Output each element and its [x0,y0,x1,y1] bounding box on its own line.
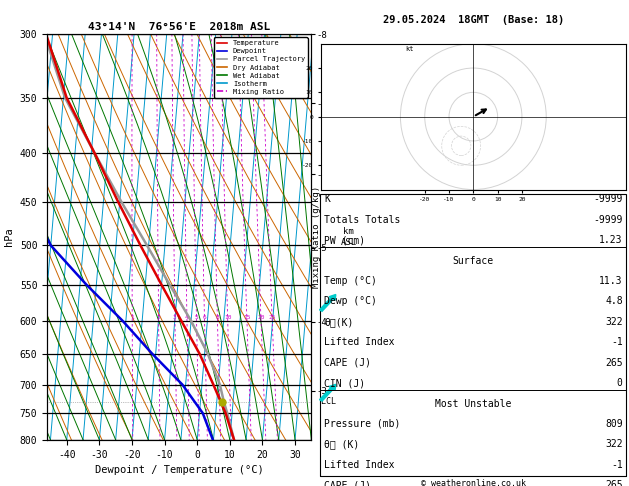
Text: 4: 4 [185,315,189,320]
Text: 20: 20 [257,315,265,320]
Text: 0: 0 [617,378,623,388]
Text: 15: 15 [243,315,250,320]
Text: Lifted Index: Lifted Index [324,337,394,347]
Text: CAPE (J): CAPE (J) [324,480,371,486]
Legend: Temperature, Dewpoint, Parcel Trajectory, Dry Adiabat, Wet Adiabat, Isotherm, Mi: Temperature, Dewpoint, Parcel Trajectory… [214,37,308,98]
Text: Mixing Ratio (g/kg): Mixing Ratio (g/kg) [311,186,321,288]
Text: 1.23: 1.23 [599,235,623,245]
Text: kt: kt [405,46,414,52]
Text: 6: 6 [203,315,206,320]
Text: CIN (J): CIN (J) [324,378,365,388]
X-axis label: Dewpoint / Temperature (°C): Dewpoint / Temperature (°C) [95,465,264,475]
Text: Most Unstable: Most Unstable [435,399,511,409]
Y-axis label: km
ASL: km ASL [340,227,357,246]
Text: 809: 809 [605,419,623,429]
Text: Temp (°C): Temp (°C) [324,276,377,286]
Text: Pressure (mb): Pressure (mb) [324,419,400,429]
Text: 3: 3 [173,315,177,320]
Text: -1: -1 [611,337,623,347]
Text: 8: 8 [216,315,220,320]
Text: 2: 2 [157,315,160,320]
Text: Totals Totals: Totals Totals [324,215,400,225]
Text: 1: 1 [130,315,134,320]
Text: Surface: Surface [453,256,494,266]
Text: -9999: -9999 [593,194,623,205]
Text: 10: 10 [224,315,231,320]
Text: 29.05.2024  18GMT  (Base: 18): 29.05.2024 18GMT (Base: 18) [382,15,564,25]
Text: Lifted Index: Lifted Index [324,460,394,470]
Title: 43°14'N  76°56'E  2018m ASL: 43°14'N 76°56'E 2018m ASL [88,22,270,32]
Text: -9999: -9999 [593,215,623,225]
Y-axis label: hPa: hPa [4,227,14,246]
Text: Dewp (°C): Dewp (°C) [324,296,377,307]
Text: 4.8: 4.8 [605,296,623,307]
Text: θᴄ(K): θᴄ(K) [324,317,353,327]
Text: -1: -1 [611,460,623,470]
Text: 25: 25 [269,315,276,320]
Text: CAPE (J): CAPE (J) [324,358,371,368]
Text: 265: 265 [605,480,623,486]
Text: LCL: LCL [311,398,337,406]
Text: 5: 5 [194,315,198,320]
Text: PW (cm): PW (cm) [324,235,365,245]
Text: © weatheronline.co.uk: © weatheronline.co.uk [421,479,526,486]
Text: K: K [324,194,330,205]
Text: θᴄ (K): θᴄ (K) [324,439,359,450]
Text: 322: 322 [605,317,623,327]
Text: 11.3: 11.3 [599,276,623,286]
Text: 322: 322 [605,439,623,450]
Text: 265: 265 [605,358,623,368]
